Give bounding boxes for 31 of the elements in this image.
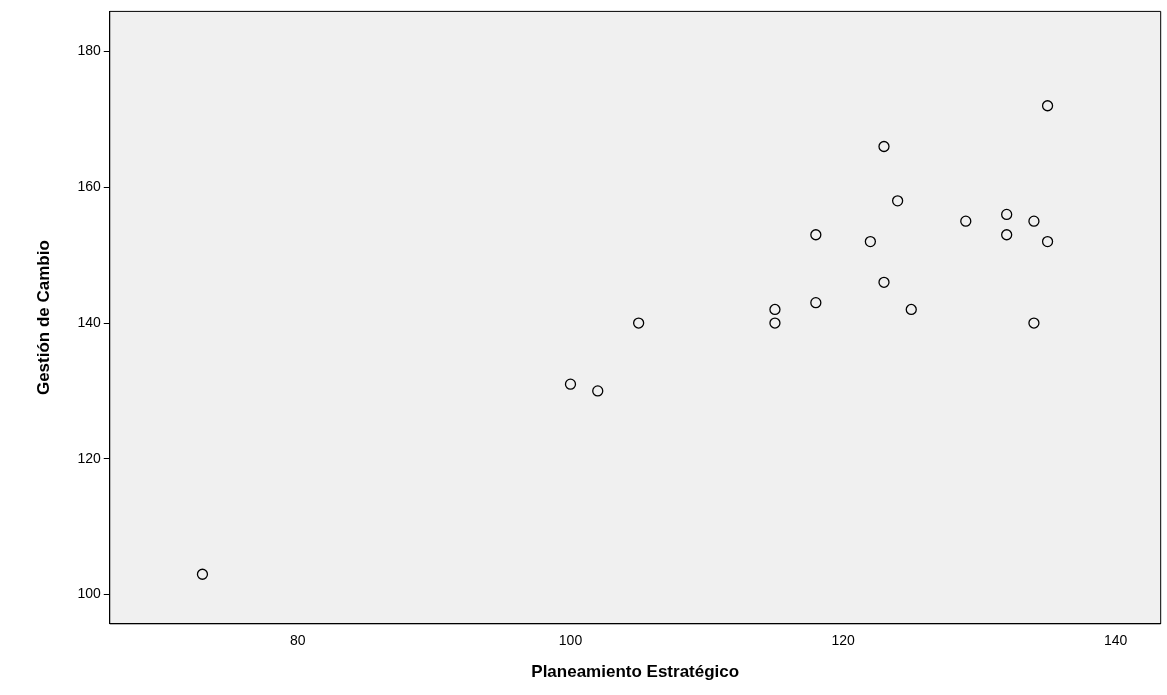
point <box>1041 235 1054 248</box>
point <box>592 385 604 397</box>
point <box>864 235 877 248</box>
y-axis-title: Gestión de Cambio <box>33 240 53 396</box>
point <box>810 297 822 309</box>
point <box>564 378 577 390</box>
x-tick-label: 120 <box>831 632 855 649</box>
point <box>1028 215 1040 227</box>
x-tick-label: 100 <box>558 632 583 649</box>
x-tick-label: 140 <box>1104 632 1128 649</box>
point <box>632 317 645 329</box>
point <box>960 215 972 227</box>
point <box>891 195 904 207</box>
point <box>769 317 781 329</box>
y-tick-label: 120 <box>77 449 101 466</box>
x-axis-title: Planeamiento Estratégico <box>531 662 740 682</box>
x-tick-label: 80 <box>290 632 306 649</box>
point <box>878 140 890 153</box>
point <box>1041 100 1054 112</box>
point <box>769 303 781 316</box>
point <box>878 276 890 288</box>
point <box>1001 208 1013 221</box>
y-tick-label: 180 <box>77 42 101 59</box>
point <box>810 229 822 241</box>
y-tick-label: 160 <box>77 178 101 195</box>
y-tick-label: 140 <box>77 313 101 330</box>
point <box>1001 229 1013 241</box>
point <box>905 303 917 316</box>
point <box>1028 317 1040 329</box>
point <box>196 568 209 580</box>
y-tick-label: 100 <box>77 585 101 602</box>
